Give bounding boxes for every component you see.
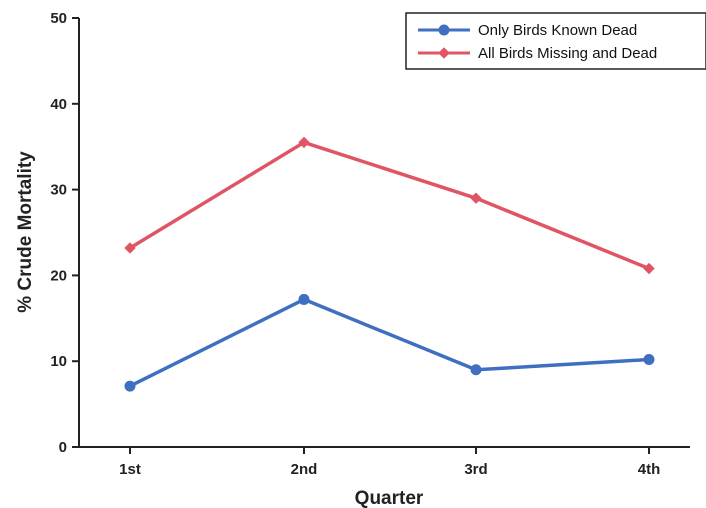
data-point [124, 380, 136, 392]
legend-marker [438, 47, 450, 59]
y-axis-title: % Crude Mortality [15, 151, 36, 313]
data-point [124, 242, 136, 254]
legend-label: Only Birds Known Dead [478, 22, 637, 39]
y-tick-label: 30 [50, 182, 67, 199]
axes [78, 18, 690, 448]
x-axis-title: Quarter [355, 488, 424, 508]
x-tick-label: 4th [638, 461, 661, 478]
legend: Only Birds Known Dead All Birds Missing a… [405, 12, 706, 70]
series-line [129, 140, 650, 271]
series-1 [124, 293, 655, 392]
series-layer [124, 136, 655, 392]
y-tick-label: 0 [59, 439, 67, 456]
series-2 [124, 136, 655, 275]
legend-marker [438, 24, 450, 36]
data-point [643, 353, 655, 365]
series-line [129, 297, 650, 388]
x-ticks: 1st 2nd 3rd 4th [119, 447, 660, 478]
data-point [298, 136, 310, 149]
legend-label: All Birds Missing and Dead [478, 45, 657, 62]
y-tick-label: 40 [50, 96, 67, 113]
y-tick-label: 20 [50, 267, 67, 284]
legend-entry: Only Birds Known Dead [418, 22, 637, 39]
x-tick-label: 1st [119, 461, 141, 478]
y-tick-label: 50 [50, 10, 67, 27]
data-point [643, 262, 655, 275]
x-tick-label: 3rd [464, 461, 487, 478]
data-point [298, 293, 310, 305]
legend-box [405, 12, 706, 70]
data-point [470, 192, 482, 204]
y-ticks: 0 10 20 30 40 50 [50, 10, 79, 456]
legend-entry: All Birds Missing and Dead [418, 45, 657, 62]
y-tick-label: 10 [50, 353, 67, 370]
data-point [470, 364, 482, 376]
x-tick-label: 2nd [291, 461, 318, 478]
